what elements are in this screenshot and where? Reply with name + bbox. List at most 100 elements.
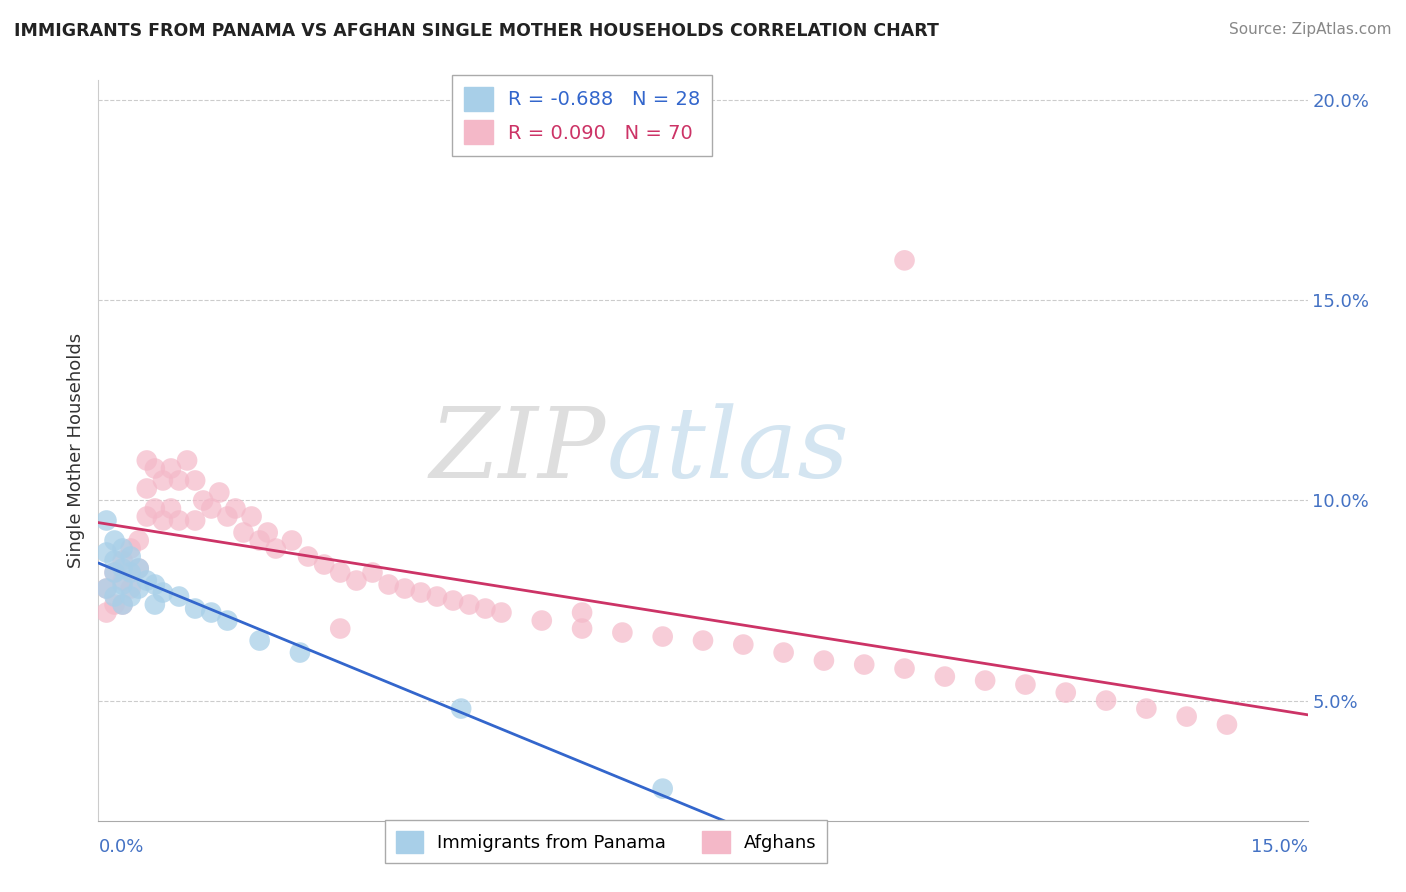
Point (143, 501, 166, 516)
Point (813, 654, 835, 668)
Point (249, 533, 271, 548)
Point (651, 630, 673, 644)
Point (314, 558, 336, 572)
Point (111, 598, 134, 612)
Point (200, 606, 222, 620)
Point (217, 509, 239, 524)
Point (167, 474, 190, 488)
Legend: Immigrants from Panama, Afghans: Immigrants from Panama, Afghans (385, 820, 828, 863)
Point (240, 509, 263, 524)
Point (103, 533, 125, 548)
Point (571, 622, 593, 636)
Point (288, 646, 311, 660)
Point (128, 561, 150, 575)
Point (329, 622, 352, 636)
Point (1175, 709, 1198, 723)
Point (120, 566, 142, 580)
Point (733, 638, 755, 652)
Point (474, 601, 496, 615)
Point (184, 474, 207, 488)
Point (135, 574, 157, 588)
Point (208, 485, 231, 500)
Point (441, 593, 464, 607)
Point (103, 566, 125, 580)
Point (128, 582, 150, 596)
Point (184, 514, 207, 528)
Point (128, 533, 150, 548)
Point (120, 549, 142, 564)
Point (176, 453, 198, 467)
Point (193, 493, 215, 508)
Point (111, 561, 134, 575)
Point (1135, 701, 1157, 715)
Point (160, 461, 183, 475)
Point (200, 501, 222, 516)
Point (103, 566, 125, 580)
Point (103, 598, 125, 612)
Point (394, 582, 416, 596)
Text: 0.0%: 0.0% (98, 838, 143, 855)
Point (152, 585, 174, 599)
Point (120, 541, 142, 556)
Point (111, 598, 134, 612)
Point (103, 590, 125, 604)
Point (344, 574, 367, 588)
Point (103, 553, 125, 567)
Point (111, 574, 134, 588)
Point (893, 662, 915, 676)
Point (96, 514, 118, 528)
Point (167, 514, 190, 528)
Point (96, 582, 118, 596)
Text: IMMIGRANTS FROM PANAMA VS AFGHAN SINGLE MOTHER HOUSEHOLDS CORRELATION CHART: IMMIGRANTS FROM PANAMA VS AFGHAN SINGLE … (14, 22, 939, 40)
Point (96, 606, 118, 620)
Point (249, 633, 271, 648)
Point (184, 601, 207, 615)
Point (167, 590, 190, 604)
Point (571, 606, 593, 620)
Point (612, 625, 634, 640)
Point (135, 482, 157, 496)
Point (1216, 717, 1239, 731)
Point (361, 566, 384, 580)
Point (458, 598, 481, 612)
Point (143, 577, 166, 591)
Point (1014, 677, 1036, 691)
Point (96, 545, 118, 559)
Point (377, 577, 399, 591)
Point (281, 533, 304, 548)
Point (934, 669, 956, 683)
Point (772, 646, 794, 660)
Point (96, 582, 118, 596)
Point (893, 253, 915, 268)
Y-axis label: Single Mother Households: Single Mother Households (66, 333, 84, 568)
Point (409, 585, 432, 599)
Point (297, 549, 319, 564)
Point (1095, 693, 1118, 707)
Point (160, 501, 183, 516)
Point (974, 673, 997, 688)
Point (128, 561, 150, 575)
Text: Source: ZipAtlas.com: Source: ZipAtlas.com (1229, 22, 1392, 37)
Point (135, 453, 157, 467)
Point (256, 525, 278, 540)
Point (217, 614, 239, 628)
Point (264, 541, 287, 556)
Point (1054, 685, 1077, 699)
Point (120, 582, 142, 596)
Point (651, 781, 673, 796)
Point (491, 606, 513, 620)
Point (135, 509, 157, 524)
Point (111, 541, 134, 556)
Text: ZIP: ZIP (430, 403, 606, 498)
Point (143, 598, 166, 612)
Point (111, 553, 134, 567)
Point (152, 514, 174, 528)
Point (111, 577, 134, 591)
Point (853, 657, 876, 672)
Point (120, 590, 142, 604)
Text: 15.0%: 15.0% (1250, 838, 1308, 855)
Point (329, 566, 352, 580)
Point (152, 474, 174, 488)
Point (224, 501, 246, 516)
Point (143, 461, 166, 475)
